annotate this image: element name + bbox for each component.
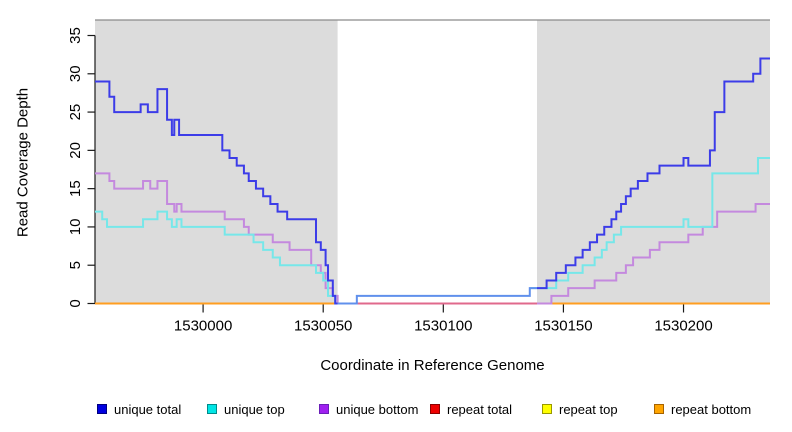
series-line-unique-total [95, 80, 338, 305]
y-tick-label: 25 [67, 104, 84, 121]
legend-key-icon [654, 404, 664, 414]
x-tick-label: 1530200 [654, 318, 712, 335]
series-line-unique-top [95, 210, 338, 305]
y-tick-label: 30 [67, 65, 84, 82]
y-tick-label: 5 [67, 261, 84, 269]
legend-item-repeat-bottom: repeat bottom [654, 399, 751, 419]
series-line-unique-bottom [95, 172, 339, 304]
legend-key-icon [207, 404, 217, 414]
legend-key-icon [97, 404, 107, 414]
series-line-unique-bottom [536, 202, 770, 305]
legend-key-icon [430, 404, 440, 414]
series-line-unique-top [529, 157, 770, 290]
x-tick-label: 1530100 [414, 318, 472, 335]
series-line-unique-total [337, 287, 537, 305]
legend-item-repeat-total: repeat total [430, 399, 512, 419]
legend-label: unique bottom [336, 401, 419, 417]
x-tick-label: 1530050 [294, 318, 352, 335]
legend-item-repeat-top: repeat top [542, 399, 618, 419]
legend-label: repeat top [559, 401, 618, 417]
legend-label: repeat bottom [671, 401, 752, 417]
x-tick-label: 1530150 [534, 318, 592, 335]
y-tick-label: 0 [67, 299, 84, 307]
legend-item-unique-total: unique total [97, 399, 181, 419]
legend-key-icon [542, 404, 552, 414]
legend-label: unique total [114, 401, 182, 417]
legend-label: unique top [224, 401, 285, 417]
y-tick-label: 20 [67, 142, 84, 159]
legend-label: repeat total [447, 401, 513, 417]
legend-key-icon [319, 404, 329, 414]
legend-item-unique-bottom: unique bottom [319, 399, 418, 419]
series-line-unique-total [536, 57, 770, 290]
y-tick-label: 15 [67, 180, 84, 197]
x-tick-label: 1530000 [174, 318, 232, 335]
legend-item-unique-top: unique top [207, 399, 285, 419]
y-tick-label: 10 [67, 219, 84, 236]
y-tick-label: 35 [67, 27, 84, 44]
plot-area: 0 5 10 15 20 25 30 35 1530000 1530050 1530100 15301… [67, 19, 770, 335]
covered-region-shading [95, 20, 338, 304]
covered-region-shading [536, 20, 770, 304]
y-axis-title: Read Coverage Depth [14, 87, 32, 238]
x-axis-title: Coordinate in Reference Genome [320, 357, 545, 374]
legend: unique total unique top unique bottom repea… [0, 399, 792, 421]
